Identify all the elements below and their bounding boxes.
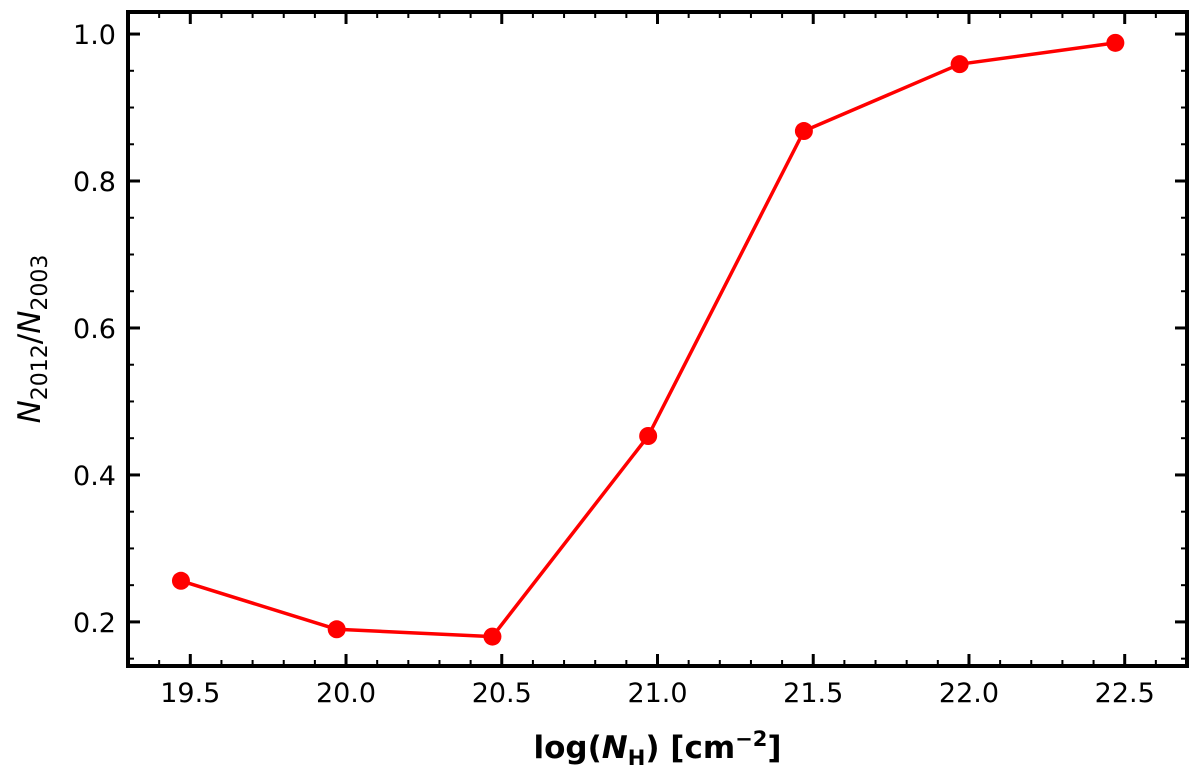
x-tick-label: 19.5 [160, 678, 220, 709]
y-axis-label-sub-b: 2003 [28, 255, 53, 311]
plot-frame [126, 10, 1189, 668]
y-tick-label: 0.8 [73, 167, 116, 198]
x-axis-label-superscript: −2 [735, 727, 767, 751]
y-axis-label-sub-a: 2012 [28, 344, 53, 400]
x-tick-label: 22.0 [939, 678, 999, 709]
y-tick-label: 0.4 [73, 461, 116, 492]
series-layer [171, 33, 1125, 646]
x-axis-ticks: 19.5 20.0 20.5 21.0 21.5 22.0 22.5 [127, 12, 1188, 709]
x-tick-label: 21.0 [627, 678, 687, 709]
data-point [950, 55, 969, 74]
x-axis-label-symbol: N [602, 730, 628, 766]
y-tick-label: 0.2 [73, 608, 116, 639]
y-axis-ticks: 0.2 0.4 0.6 0.8 1.0 [73, 20, 1187, 660]
y-axis-label-slash: / [12, 333, 48, 344]
x-axis-label-close: ] [767, 730, 781, 766]
data-point [171, 571, 190, 590]
y-axis-label: N2012/N2003 [12, 255, 53, 424]
data-point [639, 426, 658, 445]
data-point [1106, 33, 1125, 52]
x-tick-label: 20.5 [472, 678, 532, 709]
x-axis-label-suffix: ) [cm [645, 730, 735, 766]
y-tick-label: 0.6 [73, 314, 116, 345]
data-point [794, 122, 813, 141]
x-tick-label: 22.5 [1095, 678, 1155, 709]
y-axis-label-symbol-b: N [12, 311, 48, 334]
x-tick-label: 20.0 [316, 678, 376, 709]
y-tick-label: 1.0 [73, 20, 116, 51]
x-axis-label: log(NH) [cm−2] [533, 727, 781, 770]
x-axis-label-subscript: H [628, 746, 646, 770]
data-point [483, 627, 502, 646]
series-line [180, 41, 1116, 639]
x-axis-label-prefix: log( [533, 730, 601, 766]
x-tick-label: 21.5 [783, 678, 843, 709]
data-point [327, 620, 346, 639]
y-axis-label-symbol-a: N [12, 400, 48, 423]
